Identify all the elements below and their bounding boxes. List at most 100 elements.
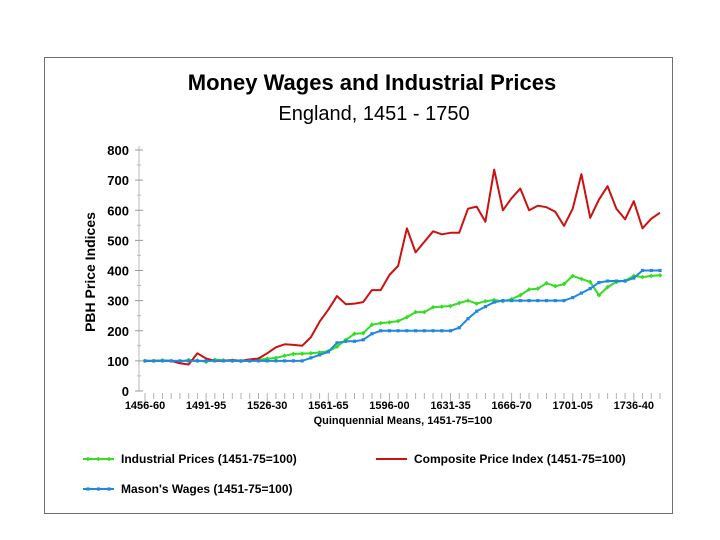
legend-item: Composite Price Index (1451-75=100): [376, 452, 626, 466]
legend-label: Industrial Prices (1451-75=100): [121, 452, 297, 466]
y-tick-label: 800: [107, 143, 129, 158]
data-point: [588, 286, 592, 291]
data-point: [248, 359, 252, 363]
data-point: [273, 355, 279, 361]
axes: 0 100 200 300 400 500 600 700 800 1456-60 1491-95 1…: [107, 143, 661, 412]
data-point: [335, 341, 339, 345]
series-1: [145, 168, 661, 366]
data-point: [282, 353, 287, 359]
data-point: [187, 359, 191, 363]
data-point: [440, 329, 444, 333]
legend-marker: [107, 487, 111, 491]
data-point: [658, 268, 662, 273]
y-tick-label: 400: [107, 264, 129, 279]
data-point: [544, 299, 549, 303]
y-tick-label: 200: [107, 324, 129, 339]
data-point: [299, 351, 305, 356]
data-point: [561, 281, 567, 287]
data-point: [256, 359, 261, 363]
data-point: [606, 279, 610, 283]
data-point: [483, 305, 488, 309]
data-point: [308, 351, 314, 356]
y-tick-label: 100: [107, 354, 129, 369]
data-point: [265, 359, 269, 363]
data-point: [422, 309, 427, 315]
data-point: [204, 359, 208, 363]
data-point: [283, 359, 287, 363]
data-point: [571, 296, 575, 300]
data-point: [413, 309, 418, 315]
data-point: [396, 329, 400, 333]
data-point: [344, 339, 348, 343]
legend-label: Composite Price Index (1451-75=100): [414, 452, 626, 466]
data-point: [369, 322, 375, 328]
data-point: [264, 356, 270, 362]
data-point: [274, 359, 278, 363]
legend-item: Mason's Wages (1451-75=100): [83, 482, 293, 496]
data-point: [169, 359, 173, 363]
data-point: [553, 299, 557, 303]
data-point: [640, 274, 645, 280]
data-point: [326, 350, 330, 354]
y-tick-label: 0: [122, 384, 129, 399]
data-point: [422, 329, 426, 333]
data-point: [623, 279, 627, 283]
data-point: [475, 309, 479, 313]
data-point: [230, 359, 234, 363]
series-2: [143, 268, 662, 363]
data-point: [465, 298, 471, 303]
data-point: [291, 351, 296, 357]
data-point: [648, 273, 654, 279]
series-line: [145, 269, 660, 362]
data-point: [527, 299, 531, 303]
data-point: [535, 286, 541, 291]
data-point: [300, 359, 304, 363]
data-point: [360, 330, 366, 336]
series-0: [142, 273, 663, 365]
data-point: [483, 298, 488, 304]
data-point: [178, 359, 182, 363]
data-point: [239, 359, 243, 363]
data-point: [439, 304, 445, 309]
data-point: [526, 287, 532, 292]
y-axis-label: PBH Price Indices: [82, 212, 98, 332]
data-point: [317, 353, 322, 357]
data-point: [518, 292, 523, 298]
data-point: [456, 300, 462, 306]
chart-title: Money Wages and Industrial Prices: [188, 70, 556, 95]
data-point: [491, 297, 497, 303]
data-point: [605, 284, 610, 290]
data-point: [387, 329, 392, 333]
data-point: [430, 304, 436, 310]
data-point: [597, 280, 601, 285]
data-point: [544, 280, 549, 286]
x-tick-label: 1491-95: [186, 400, 226, 412]
x-tick-label: 1701-05: [553, 400, 593, 412]
legend-label: Mason's Wages (1451-75=100): [121, 482, 293, 496]
x-tick-label: 1456-60: [125, 400, 165, 412]
x-tick-label: 1736-40: [614, 400, 654, 412]
data-point: [413, 329, 418, 333]
data-point: [536, 299, 540, 303]
data-point: [640, 268, 645, 273]
data-point: [404, 314, 410, 320]
data-point: [361, 338, 365, 342]
data-point: [518, 299, 522, 303]
data-point: [378, 320, 383, 326]
x-tick-label: 1631-35: [430, 400, 470, 412]
data-point: [596, 292, 602, 298]
legend-item: Industrial Prices (1451-75=100): [83, 452, 297, 466]
x-tick-label: 1561-65: [308, 400, 348, 412]
x-tick-label: 1526-30: [247, 400, 287, 412]
y-tick-label: 600: [107, 203, 129, 218]
data-point: [466, 317, 470, 321]
data-point: [352, 339, 357, 343]
data-point: [334, 344, 340, 350]
data-point: [457, 326, 461, 330]
y-tick-label: 500: [107, 233, 129, 248]
series-line: [145, 168, 661, 366]
data-point: [309, 356, 313, 360]
data-point: [510, 299, 514, 303]
